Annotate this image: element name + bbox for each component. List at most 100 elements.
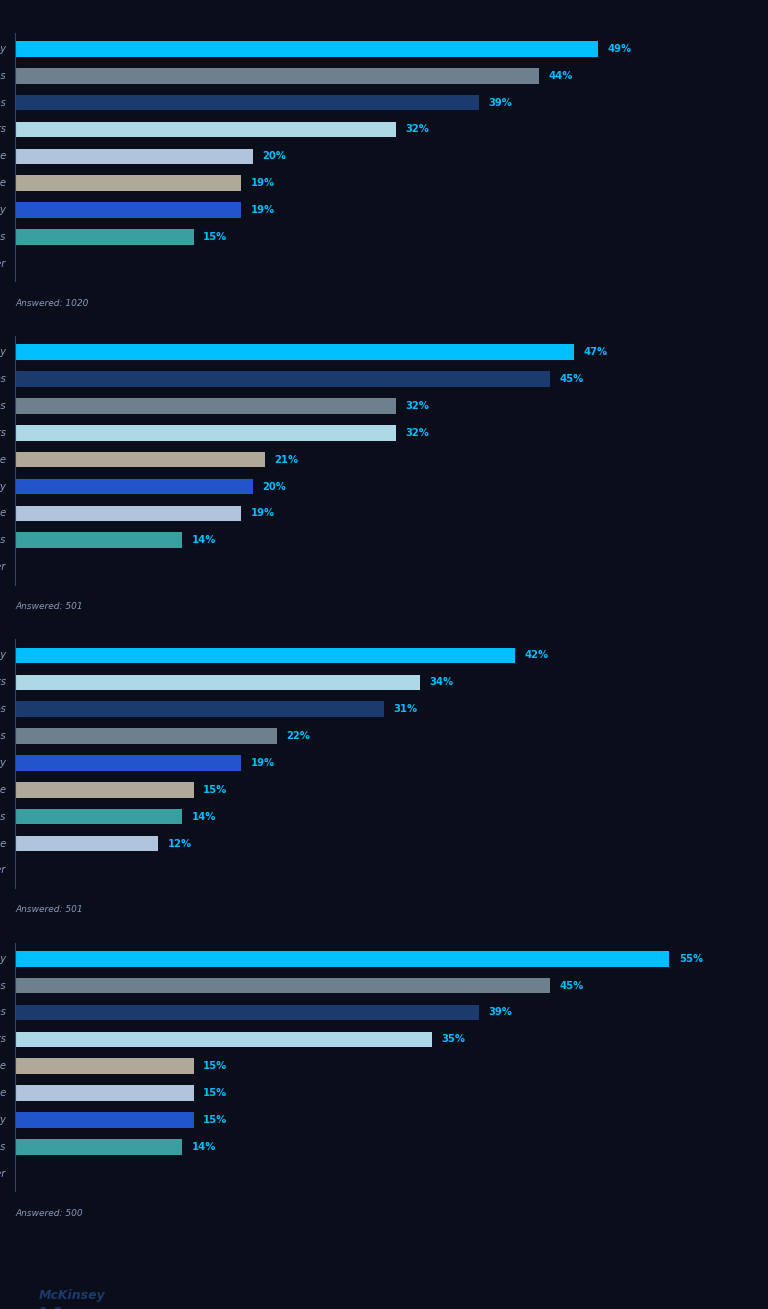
Bar	[15, 505, 241, 521]
Text: Delay on the delivery: Delay on the delivery	[0, 1115, 6, 1124]
Bar	[15, 41, 598, 56]
Text: 31%: 31%	[393, 704, 418, 715]
Text: Other: Other	[0, 562, 6, 572]
Bar	[15, 68, 538, 84]
Text: Answered: 500: Answered: 500	[15, 1208, 83, 1217]
Text: 19%: 19%	[251, 206, 275, 215]
Bar	[15, 1113, 194, 1128]
Text: Other: Other	[0, 1169, 6, 1178]
Bar	[15, 94, 479, 110]
Text: 45%: 45%	[560, 980, 584, 991]
Text: Not having enough time: Not having enough time	[0, 785, 6, 795]
Text: 15%: 15%	[204, 1115, 227, 1124]
Text: 20%: 20%	[263, 152, 286, 161]
Text: Get everything needed in time: Get everything needed in time	[0, 1088, 6, 1098]
Bar	[15, 1139, 182, 1155]
Text: 14%: 14%	[191, 812, 216, 822]
Text: 14%: 14%	[191, 535, 216, 546]
Text: Crowds and queues in stores: Crowds and queues in stores	[0, 374, 6, 384]
Text: Not knowing what to buy: Not knowing what to buy	[0, 954, 6, 963]
Text: 19%: 19%	[251, 508, 275, 518]
Text: Not knowing what to buy: Not knowing what to buy	[0, 347, 6, 357]
Text: Too many options: Too many options	[0, 812, 6, 822]
Bar	[15, 1005, 479, 1020]
Text: Crowds and queues in stores: Crowds and queues in stores	[0, 98, 6, 107]
Text: Answered: 1020: Answered: 1020	[15, 298, 89, 308]
Text: 32%: 32%	[406, 428, 429, 437]
Text: 22%: 22%	[286, 730, 310, 741]
Text: Get everything needed in time: Get everything needed in time	[0, 508, 6, 518]
Text: Other: Other	[0, 259, 6, 268]
Bar	[15, 344, 574, 360]
Bar	[15, 533, 182, 548]
Text: Get everything needed in time: Get everything needed in time	[0, 152, 6, 161]
Text: 55%: 55%	[679, 954, 703, 963]
Bar	[15, 1085, 194, 1101]
Text: Budgeting all my purchases: Budgeting all my purchases	[0, 71, 6, 81]
Text: Too many options: Too many options	[0, 232, 6, 242]
Text: Get everything needed in time: Get everything needed in time	[0, 839, 6, 848]
Bar	[15, 479, 253, 495]
Bar	[15, 702, 384, 717]
Bar	[15, 755, 241, 771]
Bar	[15, 1031, 432, 1047]
Text: 35%: 35%	[441, 1034, 465, 1045]
Bar	[15, 229, 194, 245]
Text: 19%: 19%	[251, 178, 275, 188]
Text: 14%: 14%	[191, 1141, 216, 1152]
Text: Budgeting all my purchases: Budgeting all my purchases	[0, 980, 6, 991]
Text: Crowds and queues in stores: Crowds and queues in stores	[0, 1008, 6, 1017]
Text: Budgeting all my purchases: Budgeting all my purchases	[0, 730, 6, 741]
Bar	[15, 175, 241, 191]
Text: Too many options: Too many options	[0, 1141, 6, 1152]
Bar	[15, 728, 277, 744]
Bar	[15, 781, 194, 797]
Text: 20%: 20%	[263, 482, 286, 491]
Text: 21%: 21%	[275, 454, 299, 465]
Bar	[15, 122, 396, 137]
Text: Budgeting all my purchases: Budgeting all my purchases	[0, 401, 6, 411]
Text: Delay on the delivery: Delay on the delivery	[0, 206, 6, 215]
Text: 19%: 19%	[251, 758, 275, 768]
Text: 47%: 47%	[584, 347, 608, 357]
Text: Delay on the delivery: Delay on the delivery	[0, 758, 6, 768]
Text: & Company: & Company	[38, 1306, 114, 1309]
Text: Too many options: Too many options	[0, 535, 6, 546]
Text: Not having enough time: Not having enough time	[0, 454, 6, 465]
Text: Unable to find the products: Unable to find the products	[0, 1034, 6, 1045]
Bar	[15, 1059, 194, 1073]
Text: 15%: 15%	[204, 785, 227, 795]
Text: 15%: 15%	[204, 232, 227, 242]
Text: Not having enough time: Not having enough time	[0, 1062, 6, 1071]
Bar	[15, 372, 551, 386]
Bar	[15, 203, 241, 217]
Bar	[15, 398, 396, 414]
Text: 39%: 39%	[488, 98, 512, 107]
Text: Other: Other	[0, 865, 6, 876]
Bar	[15, 674, 419, 690]
Text: 49%: 49%	[607, 43, 632, 54]
Text: Delay on the delivery: Delay on the delivery	[0, 482, 6, 491]
Bar	[15, 452, 265, 467]
Bar	[15, 835, 158, 851]
Text: 15%: 15%	[204, 1062, 227, 1071]
Text: Not having enough time: Not having enough time	[0, 178, 6, 188]
Bar	[15, 978, 551, 994]
Text: Unable to find the products: Unable to find the products	[0, 124, 6, 135]
Text: 32%: 32%	[406, 124, 429, 135]
Text: Answered: 501: Answered: 501	[15, 906, 83, 914]
Bar	[15, 425, 396, 441]
Bar	[15, 809, 182, 825]
Text: McKinsey: McKinsey	[38, 1289, 105, 1302]
Bar	[15, 648, 515, 664]
Text: 34%: 34%	[429, 677, 453, 687]
Text: Not knowing what to buy: Not knowing what to buy	[0, 43, 6, 54]
Text: 42%: 42%	[525, 651, 548, 661]
Text: 45%: 45%	[560, 374, 584, 384]
Text: 15%: 15%	[204, 1088, 227, 1098]
Text: Unable to find the products: Unable to find the products	[0, 428, 6, 437]
Text: 32%: 32%	[406, 401, 429, 411]
Bar	[15, 148, 253, 164]
Text: 44%: 44%	[548, 71, 572, 81]
Text: Not knowing what to buy: Not knowing what to buy	[0, 651, 6, 661]
